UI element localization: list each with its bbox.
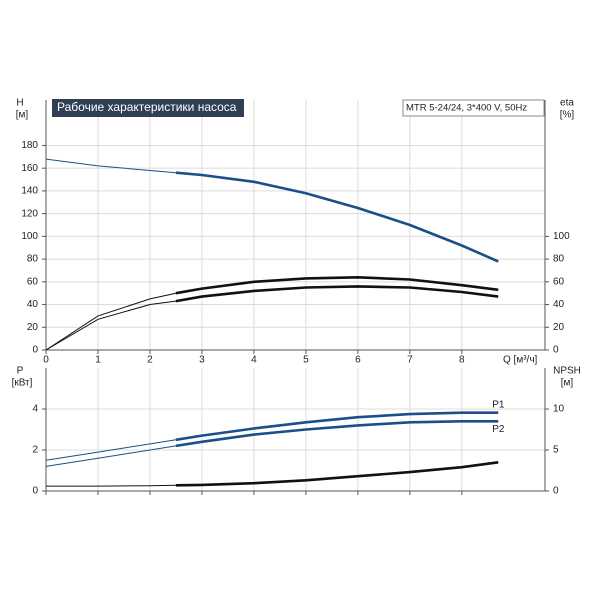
x-tick-label: 5 (303, 355, 309, 366)
y-tick-label: 180 (21, 140, 38, 151)
title-box (52, 99, 244, 117)
curve-bold (175, 275, 499, 295)
x-tick-label: 6 (355, 355, 361, 366)
y-tick-label: 140 (21, 186, 38, 197)
y-tick-label: 160 (21, 163, 38, 174)
y-tick-label: 2 (32, 445, 38, 456)
y2-axis-unit: [%] (560, 110, 575, 121)
y2-axis-label: NPSH (553, 366, 581, 377)
x-axis-label: Q [м³/ч] (503, 355, 538, 366)
y2-tick-label: 0 (553, 345, 559, 356)
curve-label: P2 (492, 424, 505, 435)
y2-axis-label: eta (560, 98, 574, 109)
curve-bold (175, 171, 499, 263)
y2-tick-label: 0 (553, 486, 559, 497)
y2-tick-label: 20 (553, 322, 565, 333)
curve-label: P1 (492, 399, 505, 410)
x-tick-label: 1 (95, 355, 101, 366)
y2-tick-label: 10 (553, 404, 565, 415)
y-tick-label: 0 (32, 486, 38, 497)
y2-tick-label: 5 (553, 445, 559, 456)
x-tick-label: 7 (407, 355, 413, 366)
curve-bold (175, 420, 499, 448)
y-axis-unit: [кВт] (12, 378, 33, 389)
curve-bold (175, 461, 499, 487)
curve-bold (175, 285, 499, 303)
y-tick-label: 20 (27, 322, 39, 333)
x-tick-label: 8 (459, 355, 465, 366)
y-tick-label: 120 (21, 208, 38, 219)
y-tick-label: 60 (27, 276, 39, 287)
x-tick-label: 0 (43, 355, 49, 366)
y-tick-label: 80 (27, 254, 39, 265)
x-tick-label: 4 (251, 355, 257, 366)
subtitle-box (402, 99, 545, 117)
y-axis-unit: [м] (16, 110, 29, 121)
y2-tick-label: 80 (553, 254, 565, 265)
y-axis-label: H (16, 98, 23, 109)
y2-axis-unit: [м] (561, 378, 574, 389)
chart-title: Рабочие характеристики насоса (57, 100, 237, 114)
chart-subtitle: MTR 5-24/24, 3*400 V, 50Hz (406, 103, 527, 114)
y-tick-label: 4 (32, 404, 38, 415)
x-tick-label: 3 (199, 355, 205, 366)
y-axis-label: P (17, 366, 24, 377)
x-tick-label: 2 (147, 355, 153, 366)
y-tick-label: 40 (27, 299, 39, 310)
y2-tick-label: 100 (553, 231, 570, 242)
y2-tick-label: 60 (553, 276, 565, 287)
y2-tick-label: 40 (553, 299, 565, 310)
y-tick-label: 0 (32, 345, 38, 356)
y-tick-label: 100 (21, 231, 38, 242)
curve-bold (175, 411, 499, 442)
